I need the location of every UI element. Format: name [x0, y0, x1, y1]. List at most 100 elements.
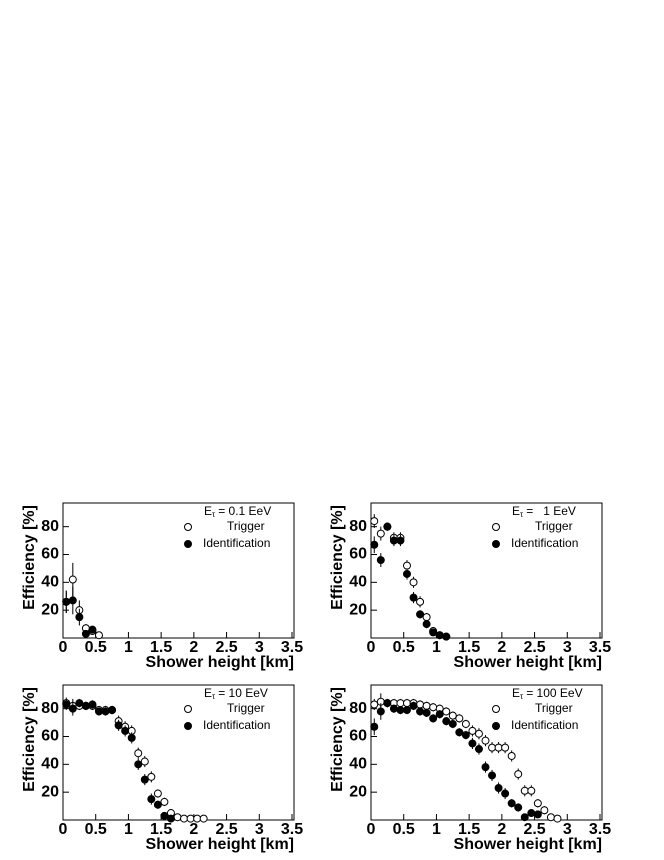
identification-point	[474, 745, 483, 754]
trigger-point	[553, 814, 562, 823]
identification-point	[134, 760, 143, 769]
identification-point	[422, 620, 431, 629]
identification-point	[153, 800, 162, 809]
trigger-point	[540, 806, 549, 815]
identification-point	[114, 721, 123, 730]
x-axis-label: Shower height [km]	[146, 836, 294, 853]
identification-point	[88, 625, 97, 634]
identification-point	[62, 700, 71, 709]
plot-frame	[370, 502, 603, 639]
trigger-point	[376, 529, 385, 538]
identification-point	[514, 803, 523, 812]
trigger-point	[533, 799, 542, 808]
x-tick-label: 0	[367, 821, 376, 838]
legend-marker	[184, 523, 192, 531]
identification-point	[389, 536, 398, 545]
trigger-point	[416, 597, 425, 606]
y-tick-label: 20	[349, 601, 367, 618]
y-axis-label: Efficiency [%]	[21, 505, 38, 610]
trigger-point	[468, 726, 477, 735]
trigger-point	[488, 743, 497, 752]
panel: 0 0.5 1 1.5 2 2.5 3 3.5 20 40 60 80 Shower height [k…	[329, 684, 611, 853]
x-tick-label: 0.5	[85, 639, 107, 656]
x-tick-label: 2	[189, 821, 198, 838]
identification-point	[62, 597, 71, 606]
energy-subscript: τ	[212, 510, 216, 519]
identification-point	[376, 556, 385, 565]
identification-point	[416, 707, 425, 716]
y-axis-label: Efficiency [%]	[329, 505, 346, 610]
legend-label: Identification	[511, 536, 578, 550]
panel: 0 0.5 1 1.5 2 2.5 3 3.5 20 40 60 80 Shower height [k…	[21, 684, 303, 853]
energy-value: = 100 EeV	[526, 686, 582, 700]
identification-point	[409, 701, 418, 710]
identification-point	[166, 814, 175, 823]
trigger-point	[442, 707, 451, 716]
x-tick-label: 0	[367, 639, 376, 656]
identification-point	[435, 631, 444, 640]
y-tick-label: 80	[41, 700, 59, 717]
y-tick-label: 80	[349, 518, 367, 535]
x-tick-label: 3.5	[281, 639, 303, 656]
x-tick-label: 1	[124, 821, 133, 838]
identification-point	[481, 763, 490, 772]
x-tick-label: 3.5	[589, 821, 611, 838]
identification-point	[442, 632, 451, 641]
x-tick-label: 1	[432, 821, 441, 838]
x-tick-label: 0	[59, 821, 68, 838]
trigger-point	[507, 751, 516, 760]
energy-label: Eτ = 1 EeV	[512, 504, 576, 519]
x-tick-label: 2	[497, 639, 506, 656]
trigger-point	[494, 743, 503, 752]
trigger-point	[402, 561, 411, 570]
energy-label: Eτ = 10 EeV	[204, 686, 268, 701]
x-tick-label: 3	[563, 821, 572, 838]
trigger-point	[396, 699, 405, 708]
energy-value: = 0.1 EeV	[218, 504, 271, 518]
trigger-point	[94, 631, 103, 640]
y-tick-label: 40	[41, 756, 59, 773]
energy-subscript: τ	[520, 692, 524, 701]
trigger-point	[416, 700, 425, 709]
trigger-point	[461, 719, 470, 728]
identification-point	[468, 739, 477, 748]
identification-point	[101, 707, 110, 716]
identification-point	[409, 593, 418, 602]
identification-point	[494, 783, 503, 792]
x-tick-label: 0.5	[393, 821, 415, 838]
identification-point	[88, 700, 97, 709]
trigger-point	[140, 757, 149, 766]
identification-point	[108, 706, 117, 715]
identification-point	[396, 536, 405, 545]
energy-symbol: E	[512, 504, 520, 518]
energy-value: = 1 EeV	[526, 504, 576, 518]
identification-point	[527, 809, 536, 818]
trigger-point	[173, 813, 182, 822]
trigger-point	[134, 749, 143, 758]
legend-marker	[492, 705, 500, 713]
energy-symbol: E	[512, 686, 520, 700]
identification-point	[140, 775, 149, 784]
legend-label: Identification	[511, 718, 578, 732]
identification-point	[81, 701, 90, 710]
x-tick-label: 3	[255, 821, 264, 838]
identification-point	[442, 717, 451, 726]
identification-point	[383, 699, 392, 708]
trigger-point	[409, 578, 418, 587]
trigger-point	[501, 743, 510, 752]
identification-point	[396, 706, 405, 715]
identification-point	[416, 610, 425, 619]
identification-point	[429, 714, 438, 723]
x-tick-label: 1.5	[150, 639, 172, 656]
x-tick-label: 2.5	[523, 639, 545, 656]
x-tick-label: 3.5	[589, 639, 611, 656]
identification-point	[94, 707, 103, 716]
identification-point	[81, 629, 90, 638]
trigger-point	[520, 786, 529, 795]
identification-point	[121, 726, 130, 735]
legend-marker	[184, 722, 192, 730]
trigger-point	[199, 814, 208, 823]
trigger-point	[160, 797, 169, 806]
identification-point	[402, 706, 411, 715]
